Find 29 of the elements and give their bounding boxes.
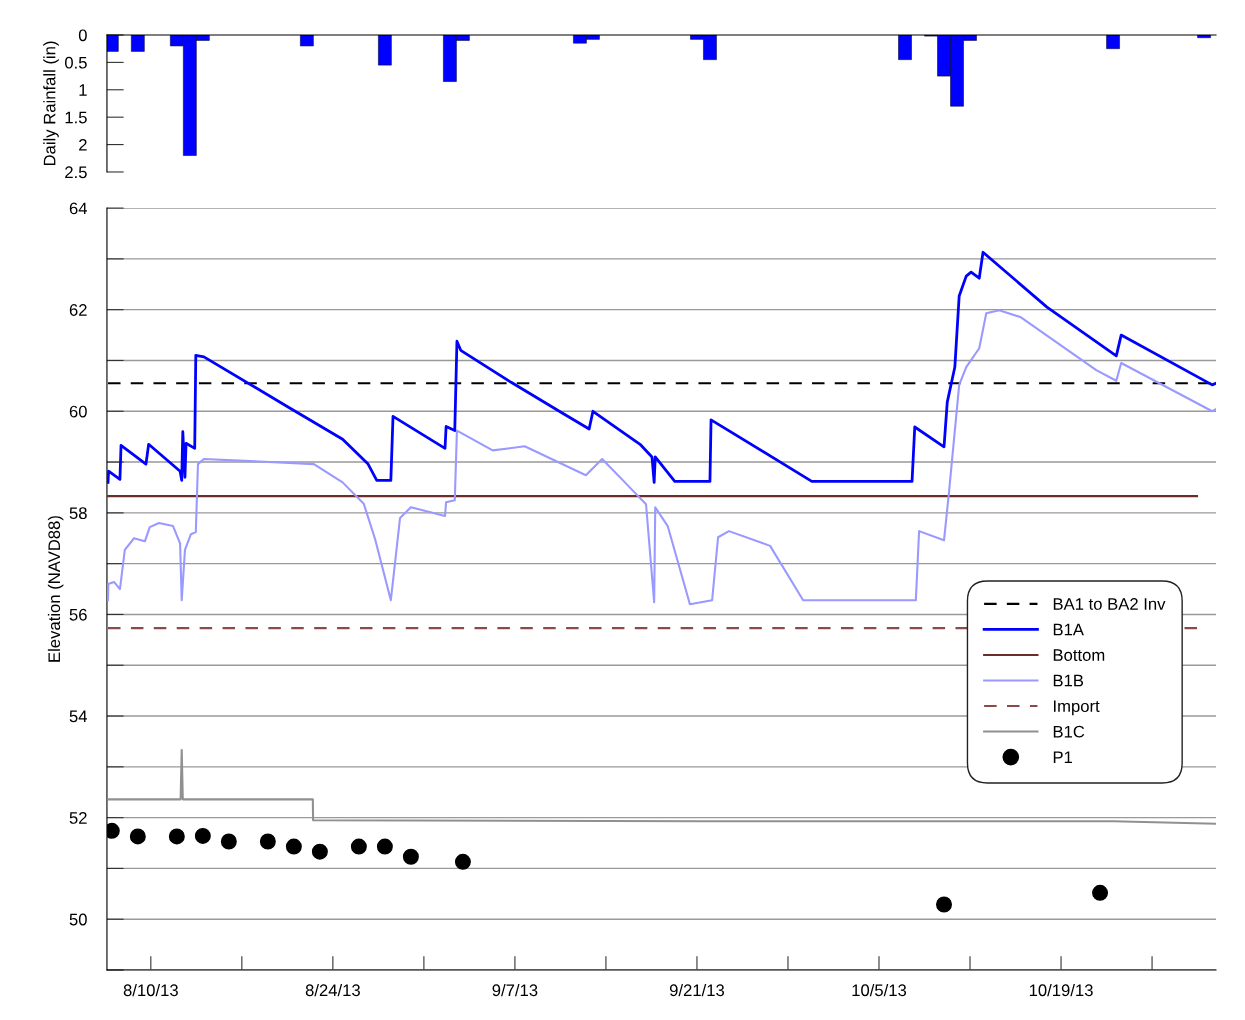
y-tick-label: 52 <box>69 812 87 824</box>
x-tick-label: 10/5/13 <box>852 983 907 997</box>
y-tick-label: 1 <box>79 84 87 96</box>
y-tick-label: 58 <box>69 507 87 520</box>
legend-label: Import <box>1054 700 1100 716</box>
y-axis-title: Elevation (NAVD88) <box>47 516 64 662</box>
y-tick-label: 0.5 <box>64 56 87 69</box>
x-tick-label: 9/7/13 <box>492 983 538 997</box>
y-tick-label: 60 <box>69 405 87 418</box>
legend-label: BA1 to BA2 Inv <box>1053 598 1166 610</box>
y-tick-label: 62 <box>69 304 87 316</box>
legend-label: B1C <box>1053 725 1085 738</box>
x-tick-label: 8/10/13 <box>123 983 178 997</box>
legend-label: P1 <box>1053 751 1073 763</box>
legend-label: B1A <box>1053 623 1084 636</box>
y-tick-label: 50 <box>69 913 87 926</box>
y-tick-label: 1.5 <box>65 111 87 124</box>
y-tick-label: 54 <box>69 710 88 723</box>
legend-label: B1B <box>1053 674 1084 687</box>
x-tick-label: 10/19/13 <box>1029 983 1093 997</box>
y-tick-label: 0 <box>78 29 87 42</box>
y-tick-label: 2.5 <box>65 166 87 179</box>
x-tick-label: 8/24/13 <box>305 983 360 997</box>
y-tick-label: 64 <box>69 202 88 215</box>
y-tick-label: 56 <box>69 608 87 621</box>
legend-label: Bottom <box>1053 649 1105 661</box>
x-tick-label: 9/21/13 <box>669 983 725 997</box>
y-axis-title: Daily Rainfall (in) <box>43 41 59 166</box>
y-tick-label: 2 <box>79 138 87 151</box>
